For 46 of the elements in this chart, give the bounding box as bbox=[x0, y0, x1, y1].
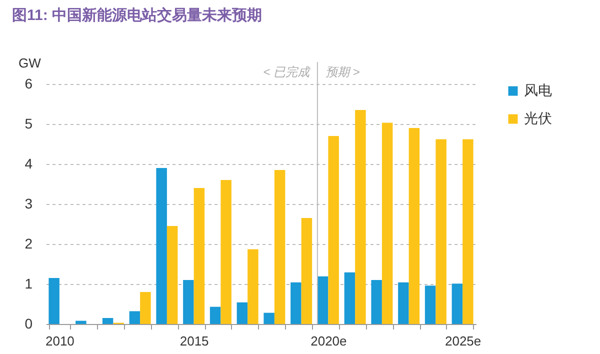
bar bbox=[452, 284, 463, 324]
bar bbox=[210, 306, 221, 324]
bar bbox=[371, 280, 382, 324]
bar bbox=[166, 226, 178, 324]
text: < 已完成 bbox=[263, 65, 312, 79]
y-tick-label: 5 bbox=[24, 116, 33, 132]
y-axis-title: GW bbox=[18, 56, 42, 70]
bar bbox=[129, 311, 140, 324]
bar bbox=[220, 180, 232, 324]
x-tick-label: 2010 bbox=[45, 334, 74, 348]
y-tick-label: 4 bbox=[24, 156, 33, 172]
bar bbox=[408, 128, 420, 324]
legend-label: 风电 bbox=[524, 82, 552, 98]
bar bbox=[264, 312, 274, 324]
y-tick-label: 0 bbox=[24, 316, 33, 332]
chart-title: 图11: 中国新能源电站交易量未来预期 bbox=[12, 6, 262, 24]
bar bbox=[382, 122, 393, 324]
bar bbox=[102, 318, 114, 324]
bar bbox=[236, 302, 248, 324]
bar bbox=[355, 110, 366, 324]
bar bbox=[317, 276, 328, 324]
bar bbox=[328, 136, 339, 324]
y-tick-label: 6 bbox=[24, 76, 33, 92]
bar bbox=[398, 282, 409, 324]
text: 预期 > bbox=[325, 65, 360, 79]
x-tick-label: 2015 bbox=[180, 334, 209, 348]
y-tick-label: 3 bbox=[24, 196, 33, 212]
bar bbox=[462, 139, 474, 324]
bar bbox=[248, 249, 258, 324]
bar bbox=[344, 272, 356, 324]
legend-label: 光伏 bbox=[524, 110, 552, 126]
y-tick-label: 2 bbox=[24, 236, 33, 252]
bar bbox=[290, 282, 302, 324]
bar bbox=[424, 286, 436, 324]
bar bbox=[301, 218, 312, 324]
bar bbox=[140, 292, 151, 324]
x-tick-label: 2025e bbox=[444, 334, 482, 348]
bar bbox=[48, 278, 60, 324]
bar bbox=[436, 139, 446, 324]
bar bbox=[194, 188, 205, 324]
y-tick-label: 1 bbox=[24, 276, 33, 292]
bar bbox=[76, 320, 86, 324]
bar bbox=[183, 280, 194, 324]
bar bbox=[156, 168, 167, 324]
x-tick-label: 2020e bbox=[310, 334, 347, 348]
bar bbox=[274, 170, 286, 324]
